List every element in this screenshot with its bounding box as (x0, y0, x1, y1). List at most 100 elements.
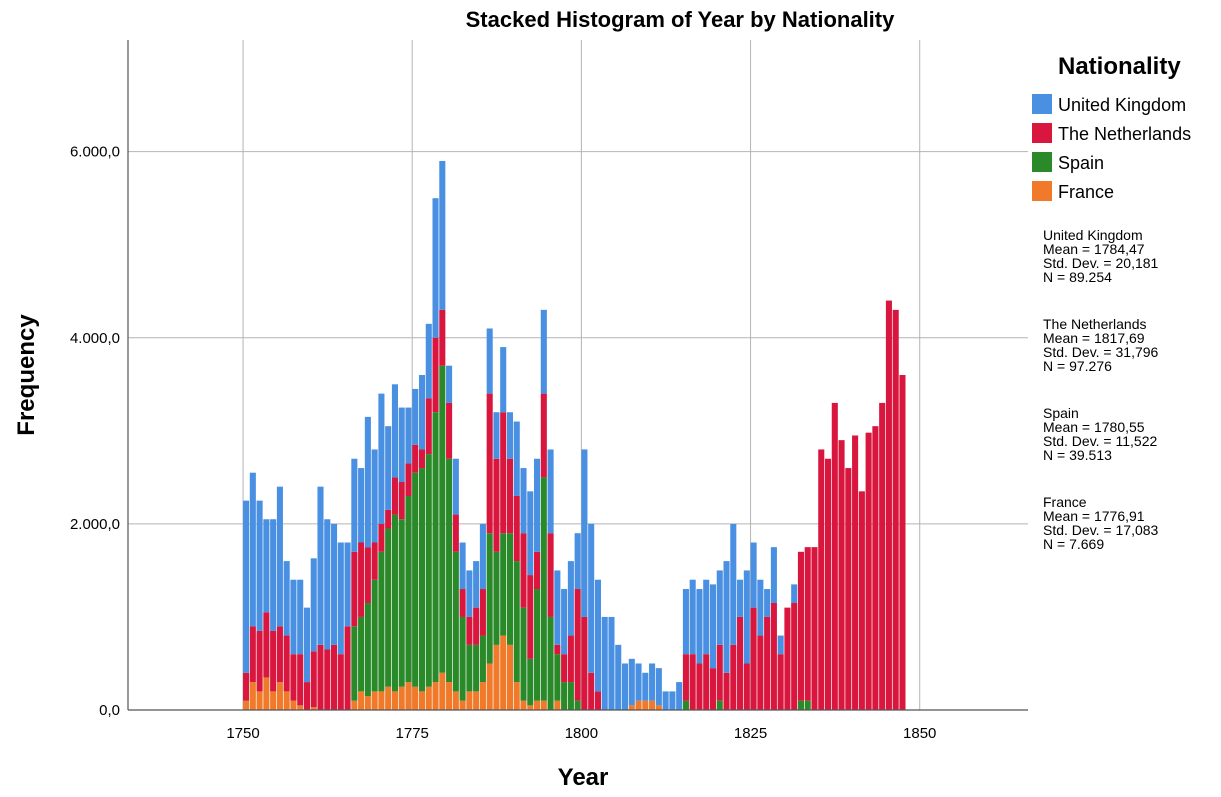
bar-segment (513, 682, 520, 710)
stat-line: Mean = 1780,55 (1043, 419, 1145, 435)
bar-segment (743, 663, 750, 710)
bar-segment (818, 449, 825, 710)
stat-line: Std. Dev. = 31,796 (1043, 344, 1159, 360)
bar-segment (486, 663, 493, 710)
bar-segment (554, 700, 561, 710)
legend-swatch (1032, 94, 1052, 114)
bar-segment (358, 616, 365, 692)
stat-line: The Netherlands (1043, 316, 1147, 332)
bar-segment (770, 547, 777, 603)
bar-segment (561, 682, 568, 710)
bar-segment (527, 491, 534, 576)
bar-segment (276, 486, 283, 627)
bar-segment (479, 589, 486, 636)
bar-segment (351, 626, 358, 701)
bar-segment (682, 654, 689, 701)
bar-segment (439, 160, 446, 310)
bar-segment (405, 495, 412, 683)
x-tick-label: 1850 (903, 725, 936, 742)
bar-segment (473, 561, 480, 608)
bar-segment (608, 616, 615, 710)
bar-segment (446, 365, 453, 403)
bar-segment (703, 654, 710, 710)
chart-title: Stacked Histogram of Year by Nationality (466, 7, 895, 32)
bar-segment (892, 309, 899, 710)
bar-segment (391, 477, 398, 515)
bar-segment (852, 435, 859, 710)
bar-segment (337, 654, 344, 710)
bar-segment (642, 700, 649, 710)
bar-segment (398, 407, 405, 483)
bar-segment (425, 686, 432, 710)
bar-segment (574, 700, 581, 710)
bar-segment (500, 635, 507, 710)
bar-segment (581, 449, 588, 617)
bar-segment (290, 654, 297, 701)
bar-segment (364, 696, 371, 710)
stat-line: Std. Dev. = 11,522 (1043, 433, 1157, 449)
bar-segment (371, 691, 378, 710)
bar-segment (547, 449, 554, 534)
bar-segment (385, 426, 392, 510)
bar-segment (716, 644, 723, 701)
bar-segment (513, 561, 520, 683)
bar-segment (520, 700, 527, 710)
bar-segment (473, 607, 480, 645)
bar-segment (737, 616, 744, 710)
bar-segment (364, 416, 371, 548)
bar-segment (547, 533, 554, 617)
bar-segment (534, 458, 541, 552)
bar-segment (256, 500, 263, 631)
bar-segment (310, 707, 317, 710)
bar-segment (506, 644, 514, 710)
bar-segment (899, 375, 906, 710)
bar-segment (709, 668, 717, 711)
bar-segment (378, 691, 385, 710)
bar-segment (540, 700, 547, 710)
bar-segment (872, 426, 879, 710)
bar-segment (256, 691, 263, 710)
bar-segment (547, 616, 554, 710)
bar-segment (459, 589, 466, 617)
bar-segment (466, 616, 473, 645)
bar-segment (256, 630, 263, 692)
bar-segment (297, 654, 304, 706)
bar-segment (378, 523, 385, 552)
bar-segment (486, 328, 493, 394)
legend-swatch (1032, 152, 1052, 172)
bar-segment (324, 649, 331, 710)
bar-segment (554, 570, 561, 645)
bar-segment (405, 682, 412, 710)
bar-segment (655, 705, 662, 710)
bar-segment (676, 682, 683, 710)
bar-segment (432, 198, 439, 338)
bar-segment (554, 644, 561, 655)
bar-segment (425, 454, 432, 687)
bar-segment (331, 523, 338, 645)
bar-segment (290, 700, 297, 710)
bar-segment (418, 468, 426, 692)
bar-segment (879, 402, 886, 710)
bar-segment (263, 677, 270, 710)
bar-segment (351, 458, 358, 552)
bar-segment (750, 542, 757, 608)
bar-segment (527, 575, 534, 659)
x-tick-label: 1775 (396, 725, 429, 742)
bar-segment (452, 551, 459, 692)
bar-segment (764, 589, 771, 617)
bar-segment (791, 602, 798, 710)
bar-segment (425, 323, 432, 399)
bar-segment (432, 337, 439, 413)
bar-segment (398, 686, 405, 710)
bar-segment (750, 607, 757, 710)
bar-segment (615, 644, 622, 710)
bar-segment (405, 463, 412, 496)
bar-segment (723, 672, 730, 710)
bar-segment (486, 533, 493, 664)
bar-segment (588, 523, 595, 673)
bar-segment (358, 468, 365, 543)
bar-segment (432, 412, 439, 683)
bar-segment (270, 630, 277, 692)
bar-segment (243, 672, 250, 701)
